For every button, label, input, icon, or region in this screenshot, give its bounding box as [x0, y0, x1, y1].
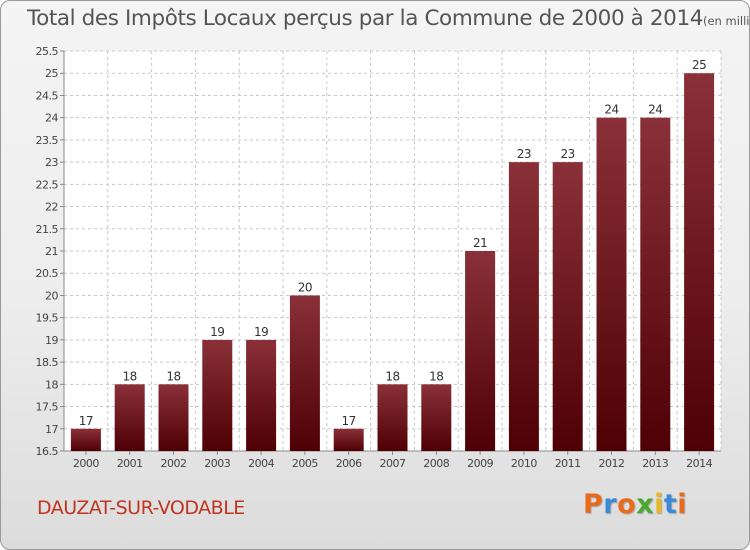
data-label: 18 — [429, 369, 443, 383]
x-tick-label: 2002 — [161, 457, 187, 470]
data-label: 19 — [254, 325, 268, 339]
y-tick-label: 20.5 — [36, 267, 59, 280]
logo-letter: P — [583, 489, 604, 520]
data-label: 21 — [473, 236, 487, 250]
logo-letter: i — [654, 489, 664, 520]
data-label: 24 — [604, 103, 618, 117]
logo-letter: t — [663, 489, 678, 520]
y-tick-label: 16.5 — [36, 445, 59, 458]
y-tick-label: 18.5 — [36, 356, 59, 369]
x-tick-label: 2013 — [642, 457, 668, 470]
logo-letter: o — [617, 489, 637, 520]
y-tick-label: 17.5 — [36, 401, 59, 414]
x-tick-label: 2014 — [686, 457, 712, 470]
y-tick-label: 17 — [45, 423, 58, 436]
x-tick-label: 2000 — [73, 457, 99, 470]
y-tick-label: 20 — [45, 289, 58, 302]
y-tick-label: 21 — [45, 245, 58, 258]
y-tick-label: 22.5 — [36, 178, 59, 191]
y-tick-label: 19.5 — [36, 312, 59, 325]
commune-name: DAUZAT-SUR-VODABLE — [37, 497, 245, 519]
labels: 16.5 17 17.5 18 18.5 19 19.5 20 20.5 21 21.5 22 22.5… — [36, 45, 714, 470]
logo-letter: x — [636, 489, 655, 520]
bar-2006 — [333, 428, 364, 451]
x-tick-label: 2008 — [423, 457, 449, 470]
x-tick-label: 2005 — [292, 457, 318, 470]
bar-2010 — [508, 162, 539, 451]
data-label: 18 — [385, 369, 399, 383]
y-tick-label: 23.5 — [36, 134, 59, 147]
y-tick-label: 18 — [45, 378, 58, 391]
data-label: 25 — [692, 58, 706, 72]
bar-2000 — [70, 428, 101, 451]
bar-2012 — [596, 117, 627, 452]
proxiti-logo: Proxiti — [583, 489, 687, 520]
data-label: 17 — [342, 414, 356, 428]
x-tick-label: 2004 — [248, 457, 274, 470]
bar-2004 — [246, 339, 277, 451]
bar-2007 — [377, 384, 408, 451]
logo-letter: i — [677, 489, 688, 520]
chart-title-text: Total des Impôts Locaux perçus par la Co… — [27, 6, 703, 31]
y-tick-label: 24.5 — [36, 89, 59, 102]
bar-2011 — [552, 162, 583, 451]
x-tick-label: 2001 — [117, 457, 143, 470]
y-tick-label: 19 — [45, 334, 58, 347]
unit-note: (en milliers d'€) — [703, 14, 750, 28]
bars — [70, 73, 715, 452]
bar-2013 — [640, 117, 671, 452]
y-tick-label: 23 — [45, 156, 58, 169]
x-tick-label: 2012 — [599, 457, 625, 470]
data-label: 18 — [123, 369, 137, 383]
chart-title: Total des Impôts Locaux perçus par la Co… — [27, 6, 750, 31]
data-label: 17 — [79, 414, 93, 428]
x-tick-label: 2006 — [336, 457, 362, 470]
x-tick-label: 2010 — [511, 457, 537, 470]
x-tick-label: 2007 — [380, 457, 406, 470]
bar-2003 — [202, 339, 233, 451]
y-tick-label: 25.5 — [36, 45, 59, 58]
data-label: 24 — [648, 103, 662, 117]
bar-2014 — [684, 73, 715, 451]
x-tick-label: 2009 — [467, 457, 493, 470]
y-tick-label: 25 — [45, 67, 58, 80]
bar-2002 — [158, 384, 189, 451]
y-tick-label: 22 — [45, 201, 58, 214]
y-tick-label: 21.5 — [36, 223, 59, 236]
x-tick-label: 2003 — [204, 457, 230, 470]
data-label: 23 — [561, 147, 575, 161]
bar-2008 — [421, 384, 452, 451]
y-tick-label: 24 — [45, 112, 58, 125]
data-label: 23 — [517, 147, 531, 161]
x-tick-label: 2011 — [555, 457, 581, 470]
bar-2001 — [114, 384, 145, 451]
data-label: 19 — [210, 325, 224, 339]
data-label: 18 — [166, 369, 180, 383]
data-label: 20 — [298, 280, 312, 294]
logo-letter: r — [603, 489, 618, 520]
bar-2009 — [465, 251, 496, 451]
bar-2005 — [289, 295, 320, 451]
